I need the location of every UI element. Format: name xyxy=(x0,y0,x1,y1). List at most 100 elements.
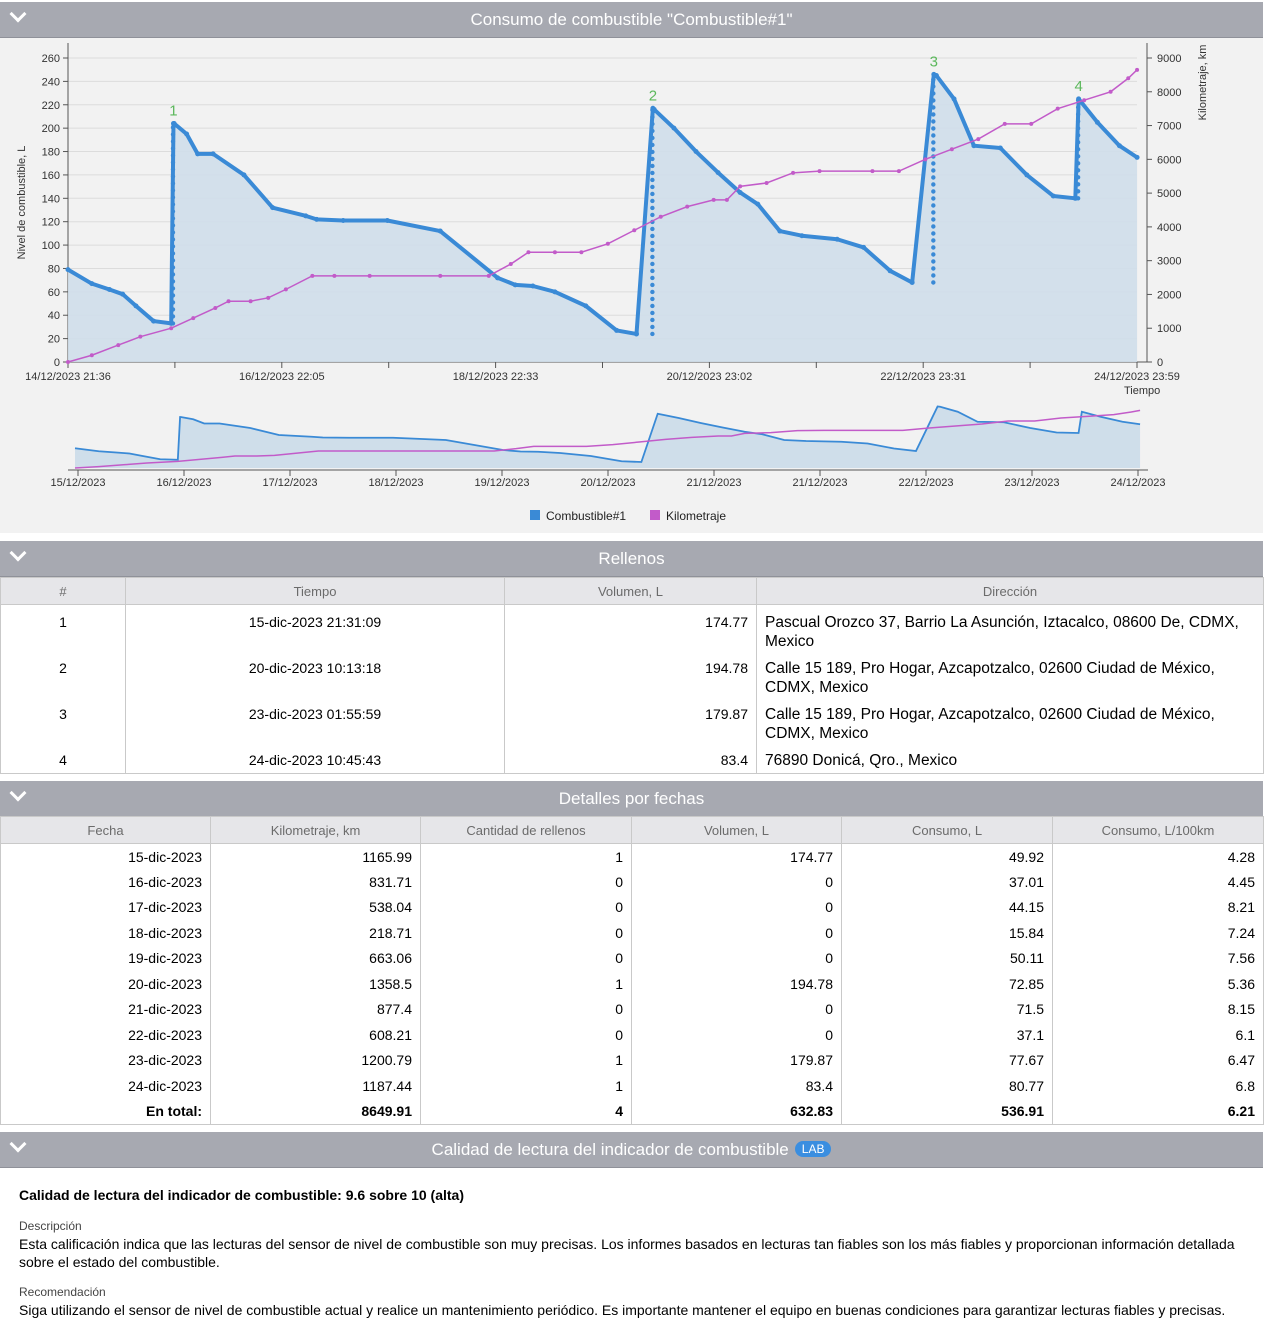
mileage-point xyxy=(226,299,231,304)
detail-refill-count: 0 xyxy=(420,894,632,920)
fuel-point xyxy=(170,265,176,270)
y-tick-label: 160 xyxy=(42,170,60,182)
fuel-point xyxy=(931,119,936,124)
detail-refill-count: 0 xyxy=(420,869,632,895)
mileage-point xyxy=(817,169,822,174)
mileage-point xyxy=(310,273,315,278)
detail-volume: 0 xyxy=(631,1022,842,1048)
x-tick-label: 18/12/2023 22:33 xyxy=(453,371,539,383)
detail-mileage: 1358.5 xyxy=(210,971,421,997)
fuel-point xyxy=(931,245,936,250)
details-header-date[interactable]: Fecha xyxy=(0,816,211,844)
chevron-down-icon[interactable] xyxy=(9,1135,27,1153)
details-panel-header[interactable]: Detalles por fechas xyxy=(0,781,1263,817)
detail-mileage: 831.71 xyxy=(210,869,421,895)
y2-tick-label: 9000 xyxy=(1157,53,1181,65)
chevron-down-icon[interactable] xyxy=(9,544,27,562)
mileage-line[interactable] xyxy=(67,69,1138,363)
table-row: 24-dic-2023 1187.44 1 83.4 80.77 6.8 xyxy=(0,1073,1264,1099)
mileage-point xyxy=(949,147,954,152)
detail-date: 23-dic-2023 xyxy=(0,1047,211,1073)
fuel-chart[interactable]: 0 20 40 60 80 100 120 140 160 180 200 220 240 260 0 100… xyxy=(0,38,1263,533)
chevron-down-icon[interactable] xyxy=(9,784,27,802)
fuel-panel-title: Consumo de combustible "Combustible#1" xyxy=(470,10,793,29)
detail-consumption: 44.15 xyxy=(841,894,1053,920)
refill-time: 23-dic-2023 01:55:59 xyxy=(125,697,505,743)
fuel-point xyxy=(170,244,176,249)
mileage-point xyxy=(1029,121,1034,126)
y-tick-label: 20 xyxy=(48,334,60,346)
fuel-point xyxy=(693,149,699,155)
fuel-point xyxy=(170,286,176,291)
navigator-fuel-area xyxy=(75,406,1141,468)
refills-header-time[interactable]: Tiempo xyxy=(125,577,505,605)
detail-consumption-per-100km: 8.21 xyxy=(1052,894,1264,920)
detail-mileage: 538.04 xyxy=(210,894,421,920)
refill-marker-label: 4 xyxy=(1074,78,1082,95)
details-header-volume[interactable]: Volumen, L xyxy=(631,816,842,844)
detail-consumption-per-100km-total: 6.21 xyxy=(1052,1098,1264,1124)
fuel-point xyxy=(170,223,176,228)
fuel-point xyxy=(170,230,176,235)
table-row: 22-dic-2023 608.21 0 0 37.1 6.1 xyxy=(0,1022,1264,1048)
refills-header-address[interactable]: Dirección xyxy=(756,577,1264,605)
fuel-point xyxy=(170,174,176,179)
fuel-point xyxy=(314,216,320,222)
mileage-point xyxy=(658,214,663,219)
fuel-point xyxy=(170,216,176,221)
fuel-point xyxy=(931,189,936,194)
table-row: 17-dic-2023 538.04 0 0 44.15 8.21 xyxy=(0,894,1264,920)
fuel-point xyxy=(650,331,655,337)
details-panel-title: Detalles por fechas xyxy=(558,789,705,808)
mileage-point xyxy=(1135,67,1140,72)
details-header-consumption-per-100km[interactable]: Consumo, L/100km xyxy=(1052,816,1264,844)
refills-header-num[interactable]: # xyxy=(0,577,126,605)
refills-panel-header[interactable]: Rellenos xyxy=(0,541,1263,577)
fuel-point xyxy=(715,170,721,176)
fuel-point xyxy=(650,177,655,183)
table-row: 18-dic-2023 218.71 0 0 15.84 7.24 xyxy=(0,920,1264,946)
detail-refill-count: 0 xyxy=(420,920,632,946)
mileage-point xyxy=(552,250,557,255)
y2-tick-label: 4000 xyxy=(1157,222,1181,234)
fuel-point xyxy=(650,289,655,295)
mileage-point xyxy=(508,262,513,267)
chevron-down-icon[interactable] xyxy=(9,5,27,23)
fuel-point xyxy=(1075,154,1081,159)
refill-volume: 194.78 xyxy=(504,651,757,697)
fuel-point xyxy=(1075,189,1081,194)
navigator-x-tick-label: 21/12/2023 xyxy=(792,477,847,489)
fuel-point xyxy=(777,228,783,234)
fuel-point xyxy=(170,258,176,263)
fuel-point xyxy=(170,153,176,158)
fuel-point xyxy=(170,209,176,214)
fuel-point xyxy=(931,175,936,180)
details-header-mileage[interactable]: Kilometraje, km xyxy=(210,816,421,844)
fuel-point xyxy=(552,289,558,295)
legend-label-fuel: Combustible#1 xyxy=(546,509,626,523)
fuel-chart-svg[interactable]: 0 20 40 60 80 100 120 140 160 180 200 220 240 260 0 100… xyxy=(0,38,1263,533)
fuel-point xyxy=(650,205,655,211)
fuel-point xyxy=(650,254,655,260)
mileage-point xyxy=(248,299,253,304)
mileage-point xyxy=(66,360,70,364)
fuel-point xyxy=(1094,119,1100,125)
detail-consumption: 37.1 xyxy=(841,1022,1053,1048)
fuel-panel-header[interactable]: Consumo de combustible "Combustible#1" xyxy=(0,2,1263,38)
detail-volume: 194.78 xyxy=(631,971,842,997)
fuel-point xyxy=(650,156,655,162)
refills-header-volume[interactable]: Volumen, L xyxy=(504,577,757,605)
mileage-point xyxy=(438,273,443,278)
fuel-point xyxy=(931,210,936,215)
details-header-refill-count[interactable]: Cantidad de rellenos xyxy=(420,816,632,844)
fuel-point xyxy=(437,228,443,234)
table-row: 23-dic-2023 1200.79 1 179.87 77.67 6.47 xyxy=(0,1047,1264,1073)
fuel-point xyxy=(170,181,176,186)
detail-consumption: 37.01 xyxy=(841,869,1053,895)
quality-panel-header[interactable]: Calidad de lectura del indicador de comb… xyxy=(0,1132,1263,1168)
detail-refill-count: 1 xyxy=(420,1073,632,1099)
table-row: 4 24-dic-2023 10:45:43 83.4 76890 Donicá… xyxy=(0,743,1264,773)
y2-tick-label: 1000 xyxy=(1157,323,1181,335)
mileage-point xyxy=(486,273,491,278)
details-header-consumption[interactable]: Consumo, L xyxy=(841,816,1053,844)
